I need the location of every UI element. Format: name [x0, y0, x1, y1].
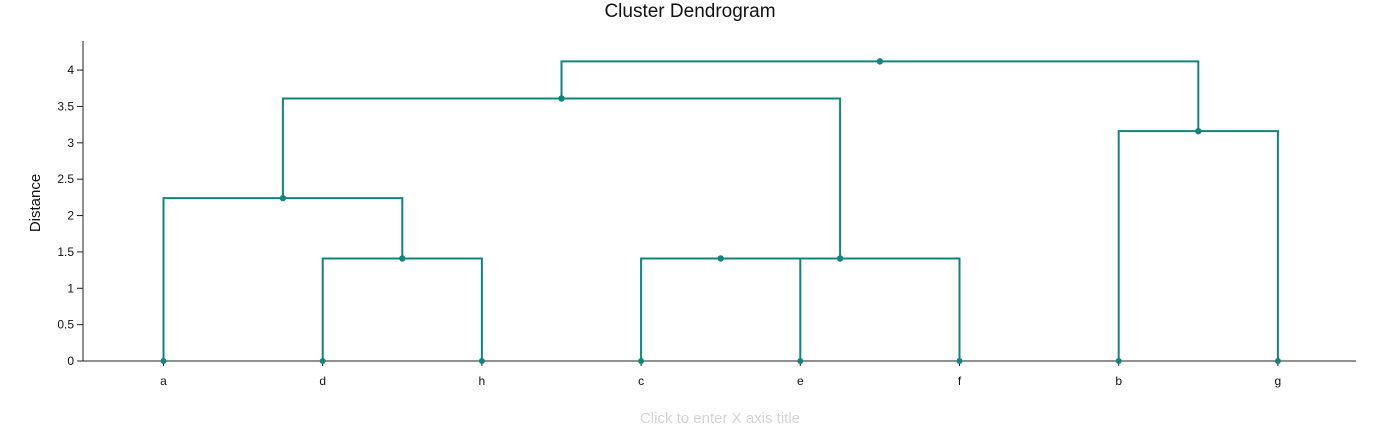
branch-m6: [281, 97, 842, 259]
branch-m4: [162, 197, 404, 361]
y-tick-label: 4: [67, 63, 74, 77]
leaf-label-e: e: [797, 374, 804, 388]
leaf-node-c[interactable]: [638, 358, 645, 364]
leaf-node-h[interactable]: [478, 358, 485, 364]
y-tick-label: 2: [67, 209, 74, 223]
dendrogram-branches: [162, 60, 1279, 361]
x-axis-title-placeholder[interactable]: Click to enter X axis title: [640, 410, 800, 427]
merge-node-m7[interactable]: [876, 58, 884, 65]
branch-m2: [640, 257, 802, 361]
leaf-label-h: h: [479, 374, 486, 388]
leaf-label-b: b: [1115, 374, 1122, 388]
branch-m7: [560, 60, 1200, 132]
branch-m3: [720, 257, 961, 361]
leaf-label-g: g: [1275, 374, 1282, 388]
leaf-label-a: a: [160, 374, 167, 388]
leaf-node-a[interactable]: [160, 358, 167, 364]
leaf-node-d[interactable]: [319, 358, 326, 364]
merge-node-m1[interactable]: [399, 255, 406, 262]
merge-node-m5[interactable]: [1195, 127, 1202, 135]
dendrogram-nodes: [160, 58, 1281, 364]
y-axis: 0 0.5 1 1.5 2 2.5 3 3.5 4: [57, 41, 84, 368]
merge-node-m6[interactable]: [558, 95, 565, 102]
y-tick-label: 2.5: [57, 172, 74, 186]
leaf-node-g[interactable]: [1274, 358, 1281, 364]
branch-m1: [321, 257, 483, 361]
y-tick-label: 3.5: [57, 99, 74, 113]
branch-m5: [1117, 130, 1279, 361]
leaf-node-b[interactable]: [1115, 358, 1122, 364]
leaf-node-f[interactable]: [956, 358, 963, 364]
chart-title: Cluster Dendrogram: [604, 1, 775, 22]
leaf-label-f: f: [958, 374, 962, 388]
y-tick-label: 0.5: [57, 318, 74, 332]
y-tick-label: 1.5: [57, 245, 74, 259]
leaf-label-d: d: [319, 374, 326, 388]
y-tick-label: 1: [67, 281, 74, 295]
merge-node-m2[interactable]: [717, 255, 724, 262]
leaf-node-e[interactable]: [797, 358, 804, 364]
y-tick-label: 0: [67, 354, 74, 368]
merge-node-m4[interactable]: [279, 194, 287, 202]
y-tick-label: 3: [67, 136, 74, 150]
y-axis-title: Distance: [27, 174, 44, 232]
merge-node-m3[interactable]: [836, 255, 844, 262]
leaf-label-c: c: [638, 374, 644, 388]
